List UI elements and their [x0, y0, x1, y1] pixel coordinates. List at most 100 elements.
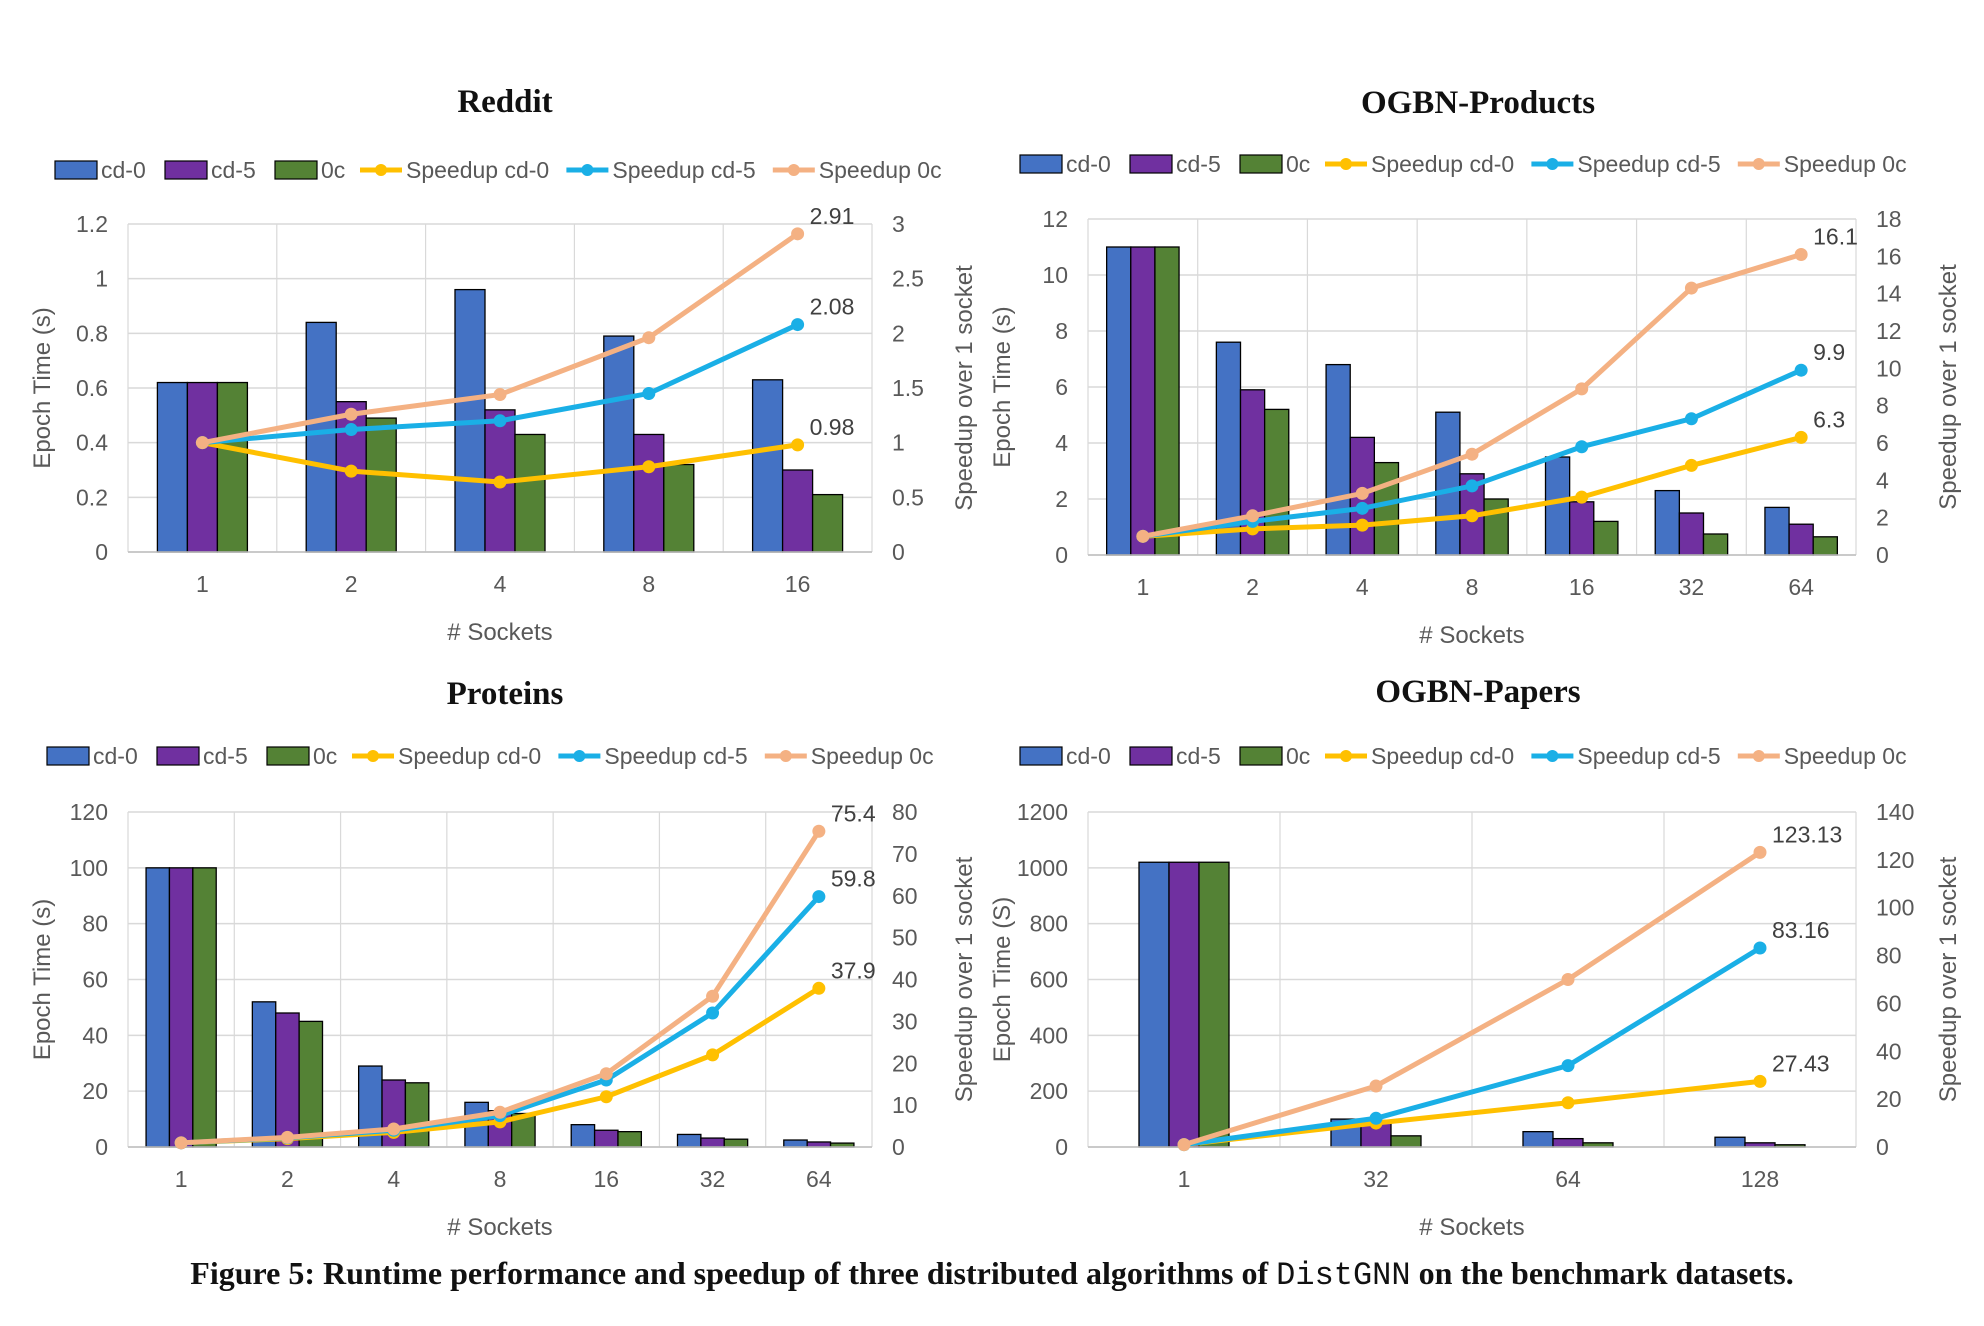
- y-tick-label: 1: [95, 266, 108, 292]
- y-tick-label: 400: [1030, 1022, 1068, 1048]
- bar-cd-5: [1552, 1137, 1584, 1148]
- legend-label: Speedup 0c: [1784, 743, 1907, 769]
- y-tick-label: 0.2: [76, 484, 108, 510]
- y2-tick-label: 14: [1876, 281, 1902, 307]
- y2-tick-label: 10: [892, 1092, 918, 1118]
- point-Speedup 0c: [812, 824, 826, 838]
- point-Speedup 0c: [1575, 382, 1589, 396]
- y2-tick-label: 50: [892, 925, 918, 951]
- legend-swatch-cd-0: [54, 160, 98, 180]
- y2-tick-label: 80: [892, 799, 918, 825]
- chart-3: OGBN-Papers 0 200 400 600 800 1000 1200 0 20 40 60 8…: [989, 674, 1962, 1241]
- legend-swatch-0c: [1239, 746, 1283, 766]
- bar-cd-5: [1678, 512, 1705, 556]
- legend-label: Speedup cd-0: [406, 157, 549, 183]
- bar-0c: [1702, 533, 1729, 556]
- point-Speedup cd-5: [344, 423, 358, 437]
- caption-prefix: Figure 5: Runtime performance and speedu…: [190, 1255, 1277, 1291]
- point-Speedup cd-5: [1794, 363, 1808, 377]
- legend-label: cd-0: [93, 743, 138, 769]
- y-tick-label: 0: [95, 539, 108, 565]
- y2-tick-label: 16: [1876, 243, 1902, 269]
- bar-cd-0: [305, 321, 337, 553]
- y2-axis-label: Speedup over 1 socket: [1935, 264, 1962, 510]
- y2-tick-label: 18: [1876, 206, 1902, 232]
- chart-title: Reddit: [457, 84, 552, 120]
- point-Speedup cd-0: [1794, 430, 1808, 444]
- x-axis-label: # Sockets: [1419, 1214, 1524, 1241]
- y-tick-label: 1.2: [76, 211, 108, 237]
- y2-tick-label: 1: [892, 430, 905, 456]
- y2-tick-label: 30: [892, 1008, 918, 1034]
- point-Speedup cd-0: [1575, 490, 1589, 504]
- legend-label: 0c: [313, 743, 337, 769]
- bar-0c: [1812, 536, 1838, 556]
- y2-tick-label: 1.5: [892, 375, 924, 401]
- x-tick-label: 32: [700, 1166, 726, 1192]
- point-Speedup 0c: [174, 1136, 188, 1150]
- y-tick-label: 0: [95, 1134, 108, 1160]
- point-Speedup 0c: [493, 388, 507, 402]
- y2-tick-label: 2: [892, 320, 905, 346]
- bar-cd-0: [1138, 861, 1170, 1148]
- bar-cd-0: [751, 379, 784, 553]
- point-Speedup 0c: [280, 1130, 294, 1144]
- y2-tick-label: 8: [1876, 393, 1889, 419]
- point-Speedup cd-5: [812, 890, 826, 904]
- chart-title: Proteins: [447, 676, 564, 712]
- point-Speedup 0c: [642, 331, 656, 345]
- y-tick-label: 0: [1055, 542, 1068, 568]
- x-tick-label: 8: [494, 1166, 507, 1192]
- x-tick-label: 32: [1679, 574, 1705, 600]
- y-tick-label: 4: [1055, 430, 1068, 456]
- bar-0c: [1483, 498, 1509, 556]
- bar-0c: [1390, 1135, 1422, 1148]
- x-tick-label: 16: [1569, 574, 1595, 600]
- legend-label: Speedup cd-0: [1371, 151, 1514, 177]
- point-Speedup 0c: [344, 407, 358, 421]
- point-Speedup 0c: [1246, 509, 1260, 523]
- legend-label: Speedup cd-5: [1577, 151, 1720, 177]
- bar-cd-0: [1654, 489, 1681, 556]
- legend-label: 0c: [1286, 151, 1310, 177]
- legend-swatch-0c: [274, 160, 318, 180]
- y2-tick-label: 6: [1876, 430, 1889, 456]
- legend-label: 0c: [321, 157, 345, 183]
- legend-label: Speedup cd-0: [398, 743, 541, 769]
- x-tick-label: 2: [281, 1166, 294, 1192]
- point-Speedup cd-5: [1561, 1059, 1575, 1073]
- chart-2: Proteins02040608010012001020304050607080…: [29, 676, 978, 1241]
- x-tick-label: 4: [387, 1166, 400, 1192]
- y-tick-label: 1200: [1017, 799, 1068, 825]
- y-tick-label: 0: [1055, 1134, 1068, 1160]
- bar-cd-5: [700, 1137, 725, 1148]
- legend-label: cd-5: [203, 743, 248, 769]
- bar-cd-0: [1522, 1130, 1554, 1148]
- y2-tick-label: 40: [1876, 1038, 1902, 1064]
- point-Speedup cd-0: [1355, 518, 1369, 532]
- data-label: 2.91: [810, 203, 855, 229]
- y-tick-label: 6: [1055, 374, 1068, 400]
- y2-tick-label: 0: [1876, 542, 1889, 568]
- point-Speedup 0c: [387, 1122, 401, 1136]
- point-Speedup cd-5: [791, 318, 805, 332]
- point-Speedup cd-0: [599, 1090, 613, 1104]
- point-Speedup 0c: [1369, 1079, 1383, 1093]
- data-label: 75.4: [831, 800, 876, 826]
- x-tick-label: 1: [1178, 1166, 1191, 1192]
- y-tick-label: 120: [70, 799, 108, 825]
- y-axis-label: Epoch Time (s): [989, 306, 1016, 467]
- bar-0c: [811, 493, 844, 553]
- legend-label: cd-0: [101, 157, 146, 183]
- point-Speedup 0c: [1465, 447, 1479, 461]
- bar-cd-0: [251, 1001, 277, 1148]
- y-tick-label: 10: [1042, 262, 1068, 288]
- legend-marker-Speedup cd-0: [375, 164, 387, 176]
- legend-swatch-cd-5: [1129, 746, 1173, 766]
- legend-marker-Speedup cd-0: [1340, 158, 1352, 170]
- legend-marker-Speedup 0c: [779, 750, 792, 762]
- point-Speedup cd-5: [1684, 412, 1698, 426]
- y-tick-label: 1000: [1017, 855, 1068, 881]
- point-Speedup cd-5: [493, 414, 507, 428]
